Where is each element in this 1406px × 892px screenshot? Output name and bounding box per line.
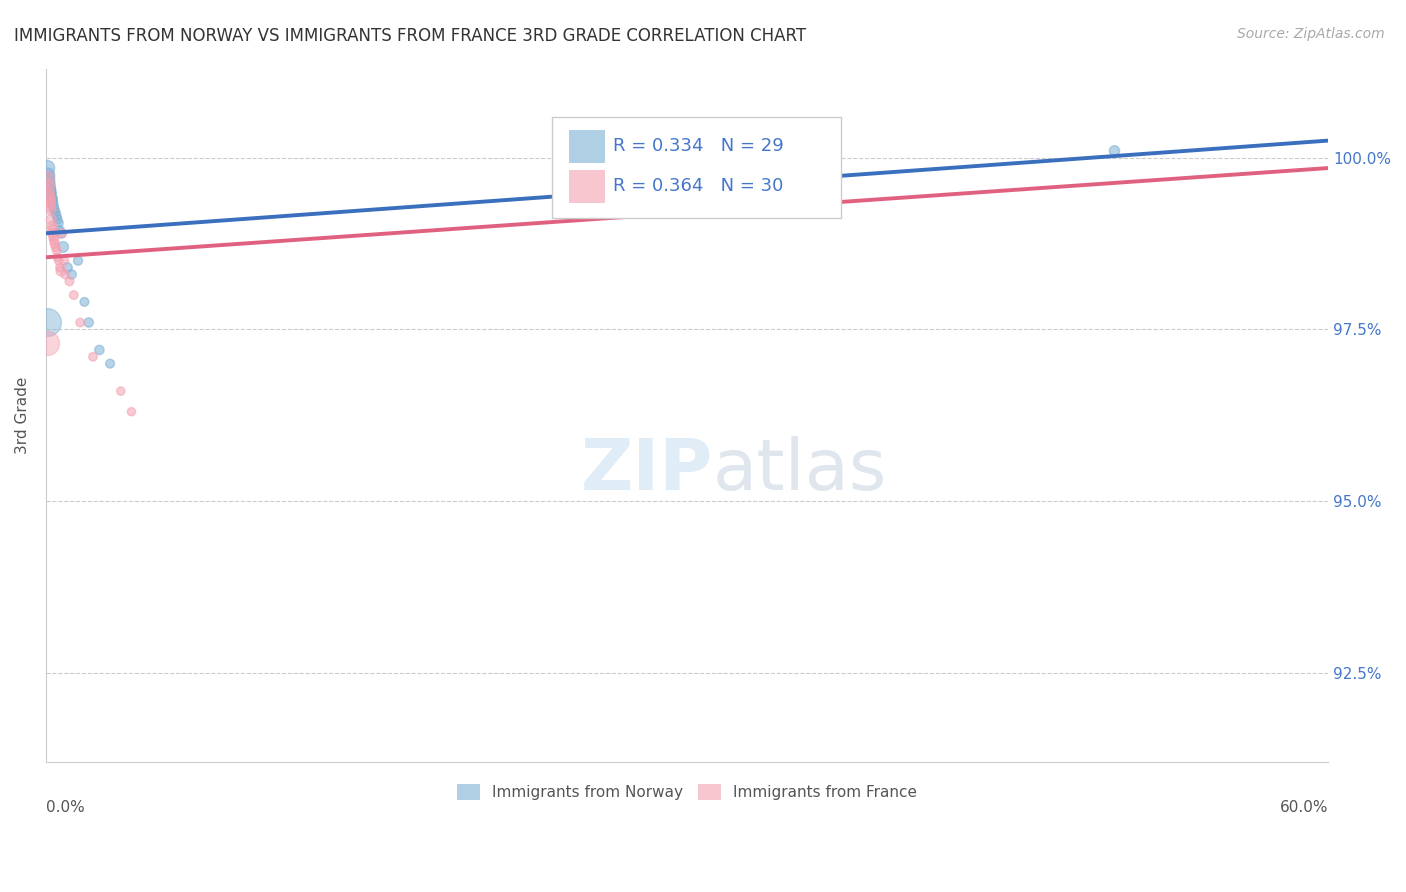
Point [37, 168, 59, 182]
Point [39, 202, 62, 217]
Point [39, 185, 62, 199]
Text: ZIP: ZIP [581, 436, 713, 505]
Legend: Immigrants from Norway, Immigrants from France: Immigrants from Norway, Immigrants from … [451, 778, 924, 806]
Point [49, 226, 72, 240]
Text: 0.0%: 0.0% [46, 800, 84, 815]
Text: R = 0.364   N = 30: R = 0.364 N = 30 [613, 177, 783, 195]
Point [69, 316, 91, 330]
Point [38, 181, 60, 195]
Point [42, 233, 65, 247]
FancyBboxPatch shape [553, 117, 841, 218]
Point [42, 226, 65, 240]
Point [41, 223, 63, 237]
Point [39, 195, 62, 210]
Point [45, 205, 67, 219]
Text: atlas: atlas [713, 436, 887, 505]
Point [51, 226, 73, 240]
Point [110, 384, 132, 398]
Point [35, 171, 58, 186]
Point [42, 199, 65, 213]
Y-axis label: 3rd Grade: 3rd Grade [15, 376, 30, 454]
Point [41, 192, 63, 206]
Point [120, 405, 142, 419]
Point [38, 199, 60, 213]
Text: 60.0%: 60.0% [1279, 800, 1329, 815]
Point [46, 212, 69, 227]
Point [48, 253, 70, 268]
Point [73, 294, 96, 309]
FancyBboxPatch shape [569, 130, 605, 162]
Point [49, 260, 72, 275]
Point [42, 229, 65, 244]
Point [41, 219, 63, 234]
Point [48, 216, 70, 230]
Point [39, 185, 62, 199]
Point [44, 202, 66, 217]
Point [45, 244, 67, 258]
Point [77, 316, 100, 330]
Point [66, 253, 89, 268]
Point [82, 350, 104, 364]
Point [39, 188, 62, 202]
Point [37, 178, 59, 193]
Point [58, 274, 80, 288]
Point [35, 336, 58, 351]
Text: IMMIGRANTS FROM NORWAY VS IMMIGRANTS FROM FRANCE 3RD GRADE CORRELATION CHART: IMMIGRANTS FROM NORWAY VS IMMIGRANTS FRO… [14, 27, 806, 45]
Text: R = 0.334   N = 29: R = 0.334 N = 29 [613, 136, 783, 155]
Point [44, 236, 66, 251]
Point [39, 212, 62, 227]
Point [38, 175, 60, 189]
Point [42, 195, 65, 210]
Point [62, 288, 84, 302]
Point [60, 268, 83, 282]
Point [38, 178, 60, 193]
Point [89, 343, 111, 357]
Point [1104, 144, 1126, 158]
Point [37, 185, 59, 199]
Point [53, 253, 76, 268]
Point [38, 188, 60, 202]
Point [41, 192, 63, 206]
Point [45, 240, 67, 254]
Point [35, 316, 58, 330]
Point [52, 240, 75, 254]
Point [49, 223, 72, 237]
Point [49, 264, 72, 278]
Point [45, 209, 67, 223]
Text: Source: ZipAtlas.com: Source: ZipAtlas.com [1237, 27, 1385, 41]
Point [98, 357, 121, 371]
Point [37, 171, 59, 186]
Point [53, 268, 76, 282]
Point [35, 161, 58, 175]
Point [56, 260, 79, 275]
Point [46, 250, 69, 264]
FancyBboxPatch shape [569, 170, 605, 202]
Point [38, 192, 60, 206]
